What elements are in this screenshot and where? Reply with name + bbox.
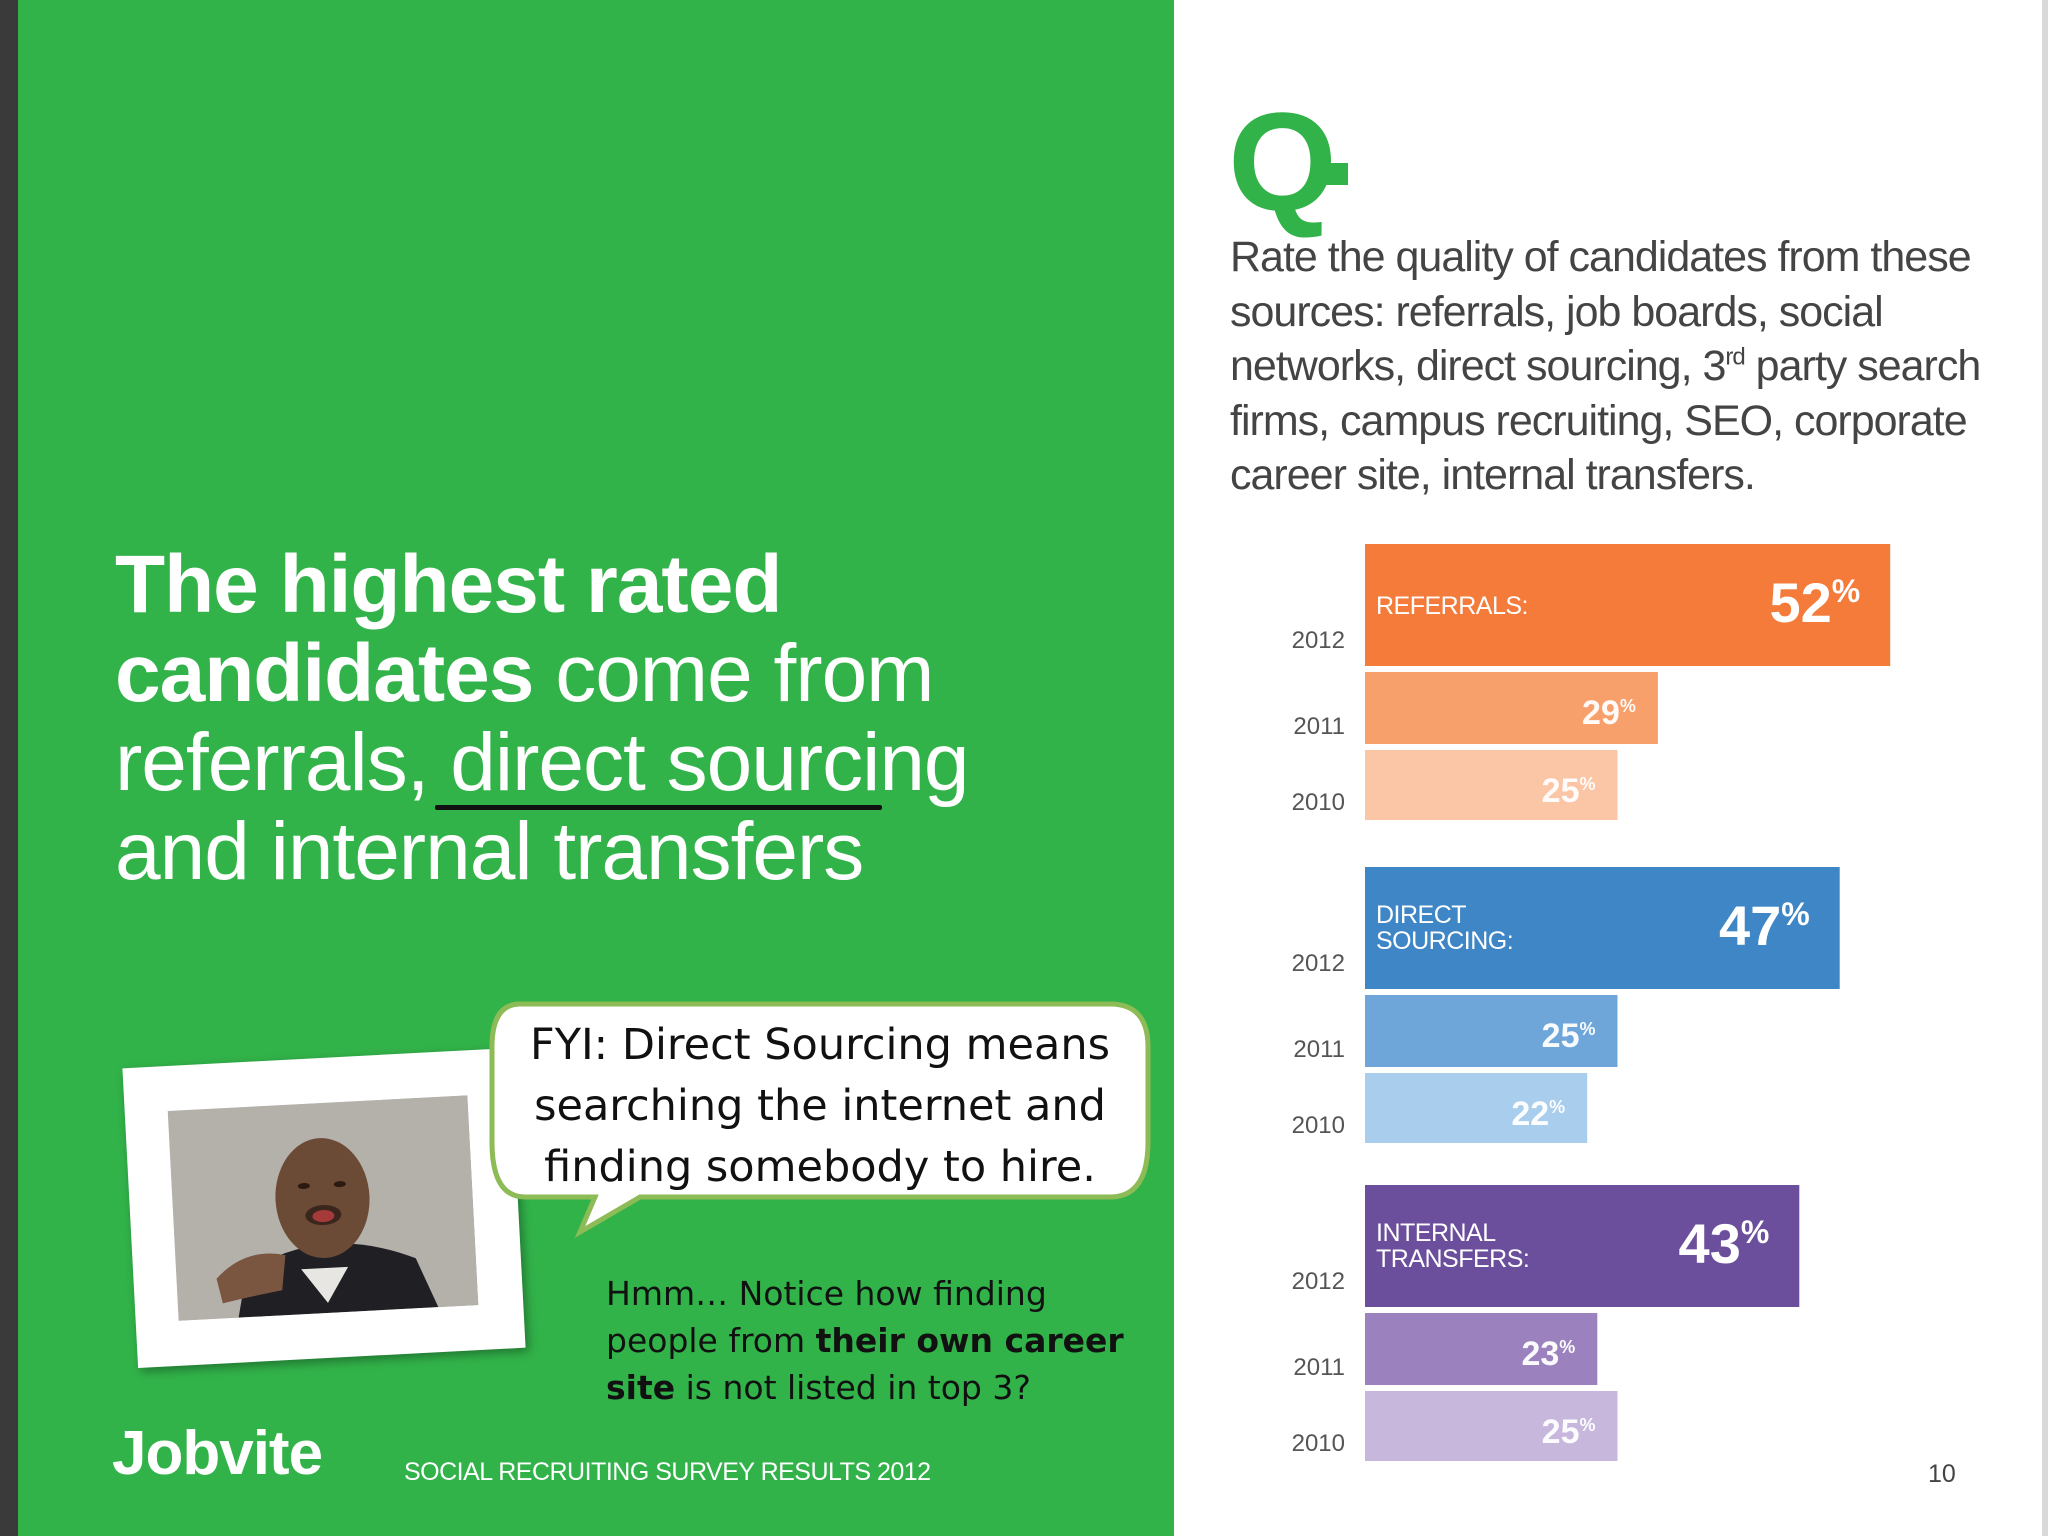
note-before: Hmm… Notice how finding people from [606,1274,1047,1360]
year-label-2010: 2010 [1292,1112,1345,1139]
bar-referrals-2012 [1365,544,1891,666]
year-label-2012: 2012 [1292,1268,1345,1295]
question-text-part2: party search firms, campus recruiting, S… [1230,342,1981,499]
jobvite-logo: Jobvite [112,1419,323,1488]
year-label-2010: 2010 [1292,789,1345,816]
category-label-referrals: REFERRALS: [1376,592,1528,620]
page-number: 10 [1928,1460,1956,1488]
bar-internal_transfers-2011 [1365,1313,1598,1385]
headline: The highest rated candidates come from r… [115,540,1115,896]
bar-direct_sourcing-2010 [1365,1073,1588,1143]
bar-internal_transfers-2012 [1365,1185,1800,1307]
note: Hmm… Notice how finding people from thei… [606,1270,1166,1411]
category-label-internal_transfers: TRANSFERS: [1376,1245,1529,1273]
bar-referrals-2010 [1365,750,1618,820]
question-mark-q: Q [1228,83,1337,240]
question-mark-dot [1325,163,1348,185]
question-sup: rd [1725,343,1745,371]
slide-left-border [0,0,18,1536]
category-label-direct_sourcing: DIRECT [1376,901,1466,929]
value-label-direct_sourcing-2011: 25% [1542,1017,1596,1055]
category-label-direct_sourcing: SOURCING: [1376,927,1513,955]
year-label-2012: 2012 [1292,950,1345,977]
year-label-2011: 2011 [1293,713,1345,740]
category-label-internal_transfers: INTERNAL [1376,1219,1496,1247]
headline-bold: The highest rated candidates [115,539,782,719]
callout-text: FYI: Direct Sourcing means searching the… [530,1020,1110,1192]
bar-referrals-2011 [1365,672,1658,744]
note-after: is not listed in top 3? [675,1368,1031,1407]
bar-direct_sourcing-2012 [1365,867,1840,989]
question-text-part1: Rate the quality of candidates from thes… [1230,233,1972,390]
presenter-photo [167,1095,479,1321]
year-label-2010: 2010 [1292,1430,1345,1457]
slide-right-border [2042,0,2048,1536]
bar-internal_transfers-2010 [1365,1391,1618,1461]
year-label-2011: 2011 [1293,1354,1345,1381]
year-label-2012: 2012 [1292,627,1345,654]
note-bold: their own career site [606,1321,1124,1407]
bar-direct_sourcing-2011 [1365,995,1618,1067]
speech-bubble [489,1001,1151,1238]
presenter-figure [167,1095,479,1321]
question-text: Rate the quality of candidates from thes… [1230,230,2030,503]
headline-regular: come from referrals, direct sourcing and… [115,628,970,897]
survey-footer: SOCIAL RECRUITING SURVEY RESULTS 2012 [404,1458,931,1486]
presenter-photo-frame [122,1048,526,1368]
handdrawn-underline [435,805,882,810]
year-label-2011: 2011 [1293,1036,1345,1063]
